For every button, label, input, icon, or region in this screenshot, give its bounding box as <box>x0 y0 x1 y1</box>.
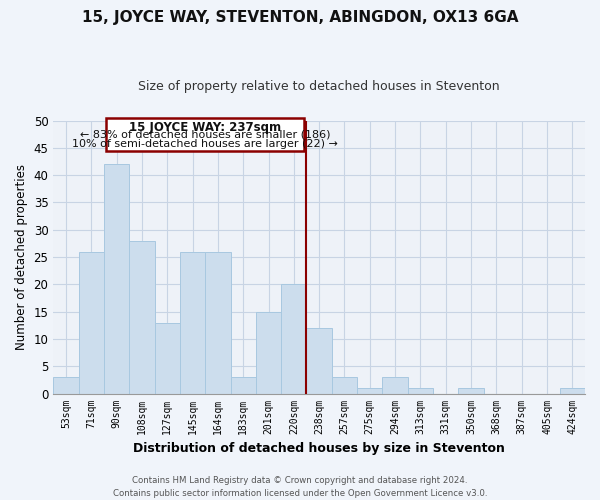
Bar <box>408 388 433 394</box>
Text: 15 JOYCE WAY: 237sqm: 15 JOYCE WAY: 237sqm <box>129 120 281 134</box>
Text: ← 83% of detached houses are smaller (186): ← 83% of detached houses are smaller (18… <box>80 130 331 140</box>
Bar <box>382 377 408 394</box>
Bar <box>104 164 129 394</box>
Bar <box>129 240 155 394</box>
Bar <box>53 377 79 394</box>
X-axis label: Distribution of detached houses by size in Steventon: Distribution of detached houses by size … <box>133 442 505 455</box>
Bar <box>180 252 205 394</box>
Bar <box>79 252 104 394</box>
Bar <box>230 377 256 394</box>
Bar <box>307 328 332 394</box>
Text: Contains HM Land Registry data © Crown copyright and database right 2024.
Contai: Contains HM Land Registry data © Crown c… <box>113 476 487 498</box>
Bar <box>155 322 180 394</box>
Bar <box>458 388 484 394</box>
Bar <box>357 388 382 394</box>
Text: 10% of semi-detached houses are larger (22) →: 10% of semi-detached houses are larger (… <box>72 140 338 149</box>
FancyBboxPatch shape <box>106 118 304 150</box>
Bar <box>256 312 281 394</box>
Y-axis label: Number of detached properties: Number of detached properties <box>15 164 28 350</box>
Title: Size of property relative to detached houses in Steventon: Size of property relative to detached ho… <box>139 80 500 93</box>
Text: 15, JOYCE WAY, STEVENTON, ABINGDON, OX13 6GA: 15, JOYCE WAY, STEVENTON, ABINGDON, OX13… <box>82 10 518 25</box>
Bar <box>332 377 357 394</box>
Bar <box>560 388 585 394</box>
Bar <box>205 252 230 394</box>
Bar <box>281 284 307 394</box>
